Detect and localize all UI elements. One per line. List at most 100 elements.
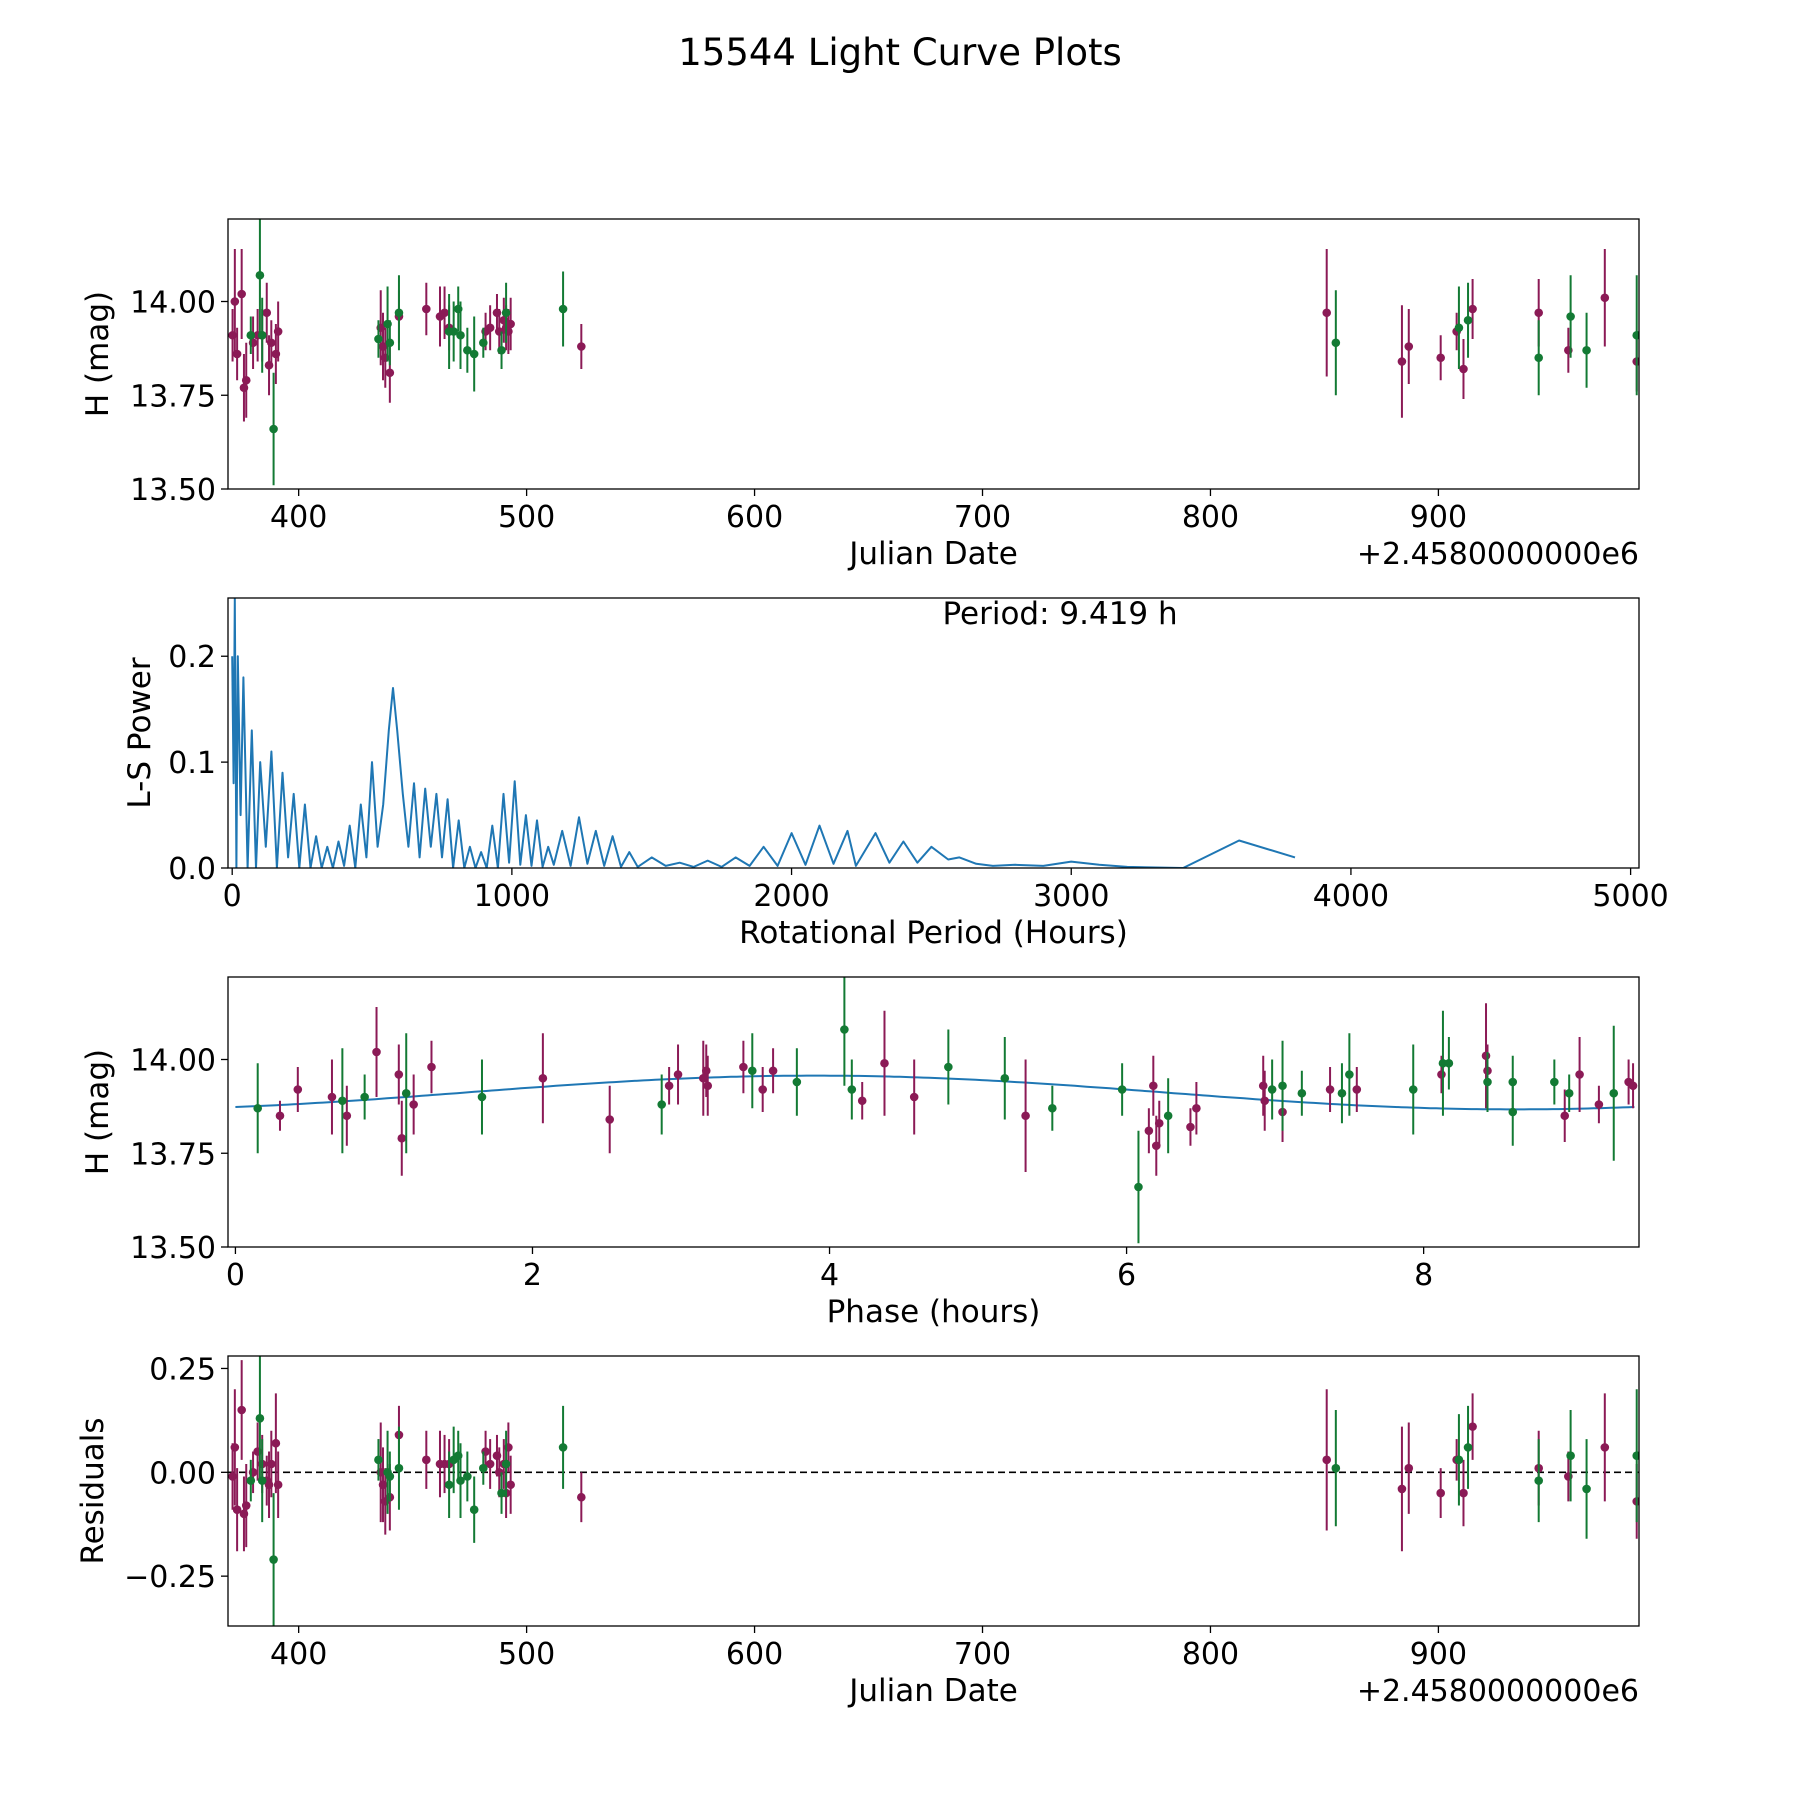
band-b-data-point: [401, 1088, 411, 1098]
panel-3-ytick-label: 13.50: [130, 1231, 216, 1266]
band-a-data-point: [372, 1047, 381, 1057]
band-b-data-point: [847, 1085, 857, 1094]
band-a-data-point: [1628, 1081, 1638, 1091]
panel-1-xtick-label: 800: [1182, 500, 1239, 535]
panel-3-frame: [227, 976, 1640, 1248]
panel-1-magnitude-vs-date: 400 500 600 700 800 900 13.50 13.75 14.00 Julian…: [80, 218, 1640, 572]
band-b-data-point: [1278, 1081, 1287, 1091]
band-a-data-point: [1468, 1422, 1477, 1431]
band-b-data-point: [1117, 1085, 1127, 1094]
band-a-data-point: [1459, 1488, 1468, 1498]
band-b-data-point: [501, 1459, 511, 1469]
panel-1-xtick-label: 600: [726, 500, 783, 535]
band-a-data-point: [739, 1062, 748, 1072]
band-b-data-point: [449, 327, 458, 336]
panel-2-xtick-label: 2000: [753, 879, 829, 914]
model-fit-curve: [235, 1074, 1635, 1111]
band-b-data-point: [1000, 1073, 1010, 1083]
band-a-data-point: [427, 1062, 436, 1072]
panel-2-marks: [231, 598, 1296, 868]
band-a-data-point: [241, 375, 251, 385]
band-a-data-point: [273, 1480, 283, 1490]
band-a-data-point: [1459, 364, 1468, 374]
panel-4-marks: [228, 1356, 1639, 1626]
band-b-data-point: [456, 330, 465, 340]
panel-2-xtick-label: 1000: [474, 879, 550, 914]
band-a-data-point: [1437, 1070, 1446, 1079]
band-a-data-point: [701, 1066, 711, 1076]
band-a-data-point: [262, 308, 272, 318]
band-a-data-point: [664, 1081, 674, 1091]
band-a-data-point: [394, 1070, 404, 1079]
band-a-data-point: [293, 1085, 303, 1094]
band-a-data-point: [440, 308, 449, 318]
band-b-data-point: [253, 1103, 263, 1113]
band-a-data-point: [1600, 293, 1610, 303]
panel-4-xtick-label: 800: [1182, 1637, 1239, 1672]
figure-title: 15544 Light Curve Plots: [678, 31, 1122, 74]
band-a-data-point: [506, 319, 515, 329]
band-a-data-point: [275, 1111, 285, 1121]
band-a-data-point: [232, 1505, 242, 1514]
band-a-data-point: [758, 1085, 767, 1094]
band-b-data-point: [1566, 1451, 1575, 1460]
band-a-data-point: [1575, 1070, 1584, 1079]
panel-1-xtick-label: 400: [270, 500, 327, 535]
panel-3-phased-light-curve: 0 2 4 6 8 13.50 13.75 14.00 Phase (hours) H (ma…: [80, 976, 1640, 1330]
panel-4-offset-label: +2.4580000000e6: [1357, 1674, 1639, 1709]
band-a-data-point: [241, 1501, 251, 1510]
band-b-data-point: [269, 1555, 278, 1564]
panel-1-ticks: 400 500 600 700 800 900 13.50 13.75 14.00: [130, 286, 1467, 536]
band-a-data-point: [327, 1092, 337, 1102]
band-a-data-point: [1258, 1081, 1268, 1091]
band-b-data-point: [1550, 1077, 1559, 1087]
panel-3-xtick-label: 2: [523, 1258, 542, 1293]
band-b-data-point: [257, 1476, 267, 1485]
band-b-data-point: [1048, 1103, 1057, 1113]
band-b-data-point: [558, 1443, 568, 1452]
panel-4-xtick-label: 700: [954, 1637, 1011, 1672]
band-b-data-point: [255, 1414, 265, 1423]
band-a-data-point: [1534, 308, 1544, 318]
panel-2-x-axis-label: Rotational Period (Hours): [739, 915, 1128, 951]
panel-2-ticks: 0 1000 2000 3000 4000 5000 0.0 0.1 0.2: [168, 640, 1669, 914]
panel-4-ytick-label: 0.25: [149, 1352, 216, 1387]
band-b-data-point: [269, 424, 278, 434]
band-b-data-point: [374, 334, 383, 344]
band-a-data-point: [267, 1459, 276, 1469]
band-a-data-point: [1397, 1484, 1407, 1494]
band-b-data-point: [1508, 1107, 1518, 1117]
band-b-data-point: [394, 1463, 404, 1473]
panel-1-xtick-label: 500: [498, 500, 555, 535]
band-a-data-point: [1144, 1126, 1154, 1136]
band-b-data-point: [477, 1092, 487, 1102]
band-b-data-point: [463, 345, 472, 355]
panel-3-xtick-label: 8: [1414, 1258, 1433, 1293]
band-a-data-point: [485, 323, 495, 333]
panel-1-marks: [228, 219, 1639, 486]
band-b-data-point: [944, 1062, 953, 1072]
band-a-data-point: [506, 1480, 515, 1490]
band-a-data-point: [1260, 1096, 1270, 1106]
band-b-data-point: [1564, 1088, 1574, 1098]
panel-2-frame: [227, 597, 1640, 869]
band-a-data-point: [1325, 1085, 1335, 1094]
panel-2-xtick-label: 0: [223, 879, 242, 914]
band-b-data-point: [479, 338, 488, 348]
band-a-data-point: [1404, 1463, 1414, 1473]
band-b-data-point: [1566, 312, 1575, 321]
band-b-data-point: [360, 1092, 369, 1102]
band-b-data-point: [1408, 1085, 1418, 1094]
band-b-data-point: [1444, 1058, 1454, 1068]
band-a-data-point: [1436, 353, 1445, 363]
panel-2-ytick-label: 0.2: [168, 640, 216, 675]
band-b-data-point: [840, 1025, 849, 1034]
panel-2-xtick-label: 5000: [1592, 879, 1668, 914]
band-a-data-point: [237, 289, 246, 299]
band-a-data-point: [1322, 308, 1332, 318]
band-a-data-point: [485, 1459, 495, 1469]
band-a-data-point: [1352, 1085, 1362, 1094]
band-a-data-point: [1192, 1103, 1201, 1113]
band-b-data-point: [792, 1077, 802, 1087]
band-a-data-point: [673, 1070, 683, 1079]
